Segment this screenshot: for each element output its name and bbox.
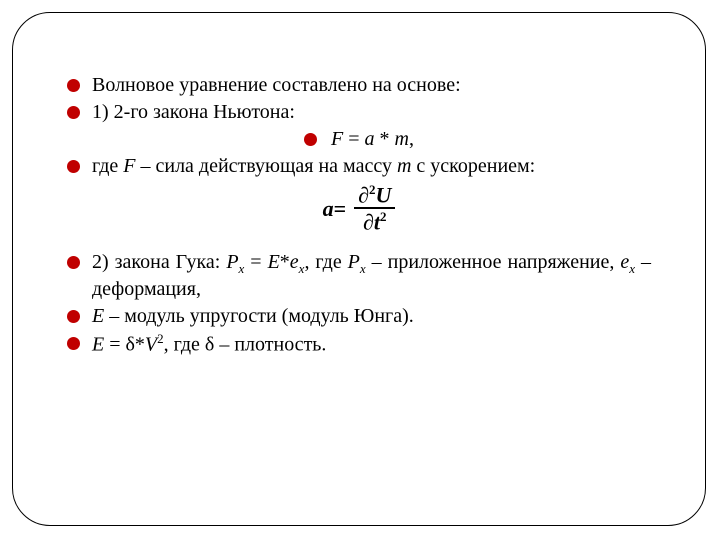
t: = δ*	[104, 334, 145, 356]
t: – приложенное напряжение,	[366, 251, 621, 273]
sym-a: a	[323, 195, 334, 223]
sym-eq: =	[334, 195, 347, 223]
sym-comma: ,	[409, 128, 414, 150]
sym-e: e	[620, 251, 629, 273]
sym-partial: ∂	[358, 182, 369, 207]
bullet-line-5: E – модуль упругости (модуль Юнга).	[67, 304, 651, 329]
sym-eq: =	[343, 128, 364, 150]
bullet-line-6: E = δ*V2, где δ – плотность.	[67, 331, 651, 358]
sym-e: e	[290, 251, 299, 273]
sym-P: P	[226, 251, 238, 273]
sym-F: F	[123, 155, 135, 177]
slide-frame: Волновое уравнение составлено на основе:…	[12, 12, 706, 526]
text-line: E – модуль упругости (модуль Юнга).	[92, 304, 651, 329]
t: – сила действующая на массу	[135, 155, 396, 177]
bullet-line-2: 1) 2-го закона Ньютона:	[67, 100, 651, 125]
t: , где δ – плотность.	[164, 334, 327, 356]
t: =	[244, 251, 267, 273]
text-line: Волновое уравнение составлено на основе:	[92, 73, 651, 98]
formula-row: a = ∂2U ∂t2	[67, 183, 651, 234]
bullet-icon	[67, 310, 80, 323]
sym-P: P	[348, 251, 360, 273]
denominator: ∂t2	[359, 210, 391, 233]
sym-m: m	[395, 128, 409, 150]
t: с ускорением:	[411, 155, 535, 177]
acceleration-formula: a = ∂2U ∂t2	[323, 183, 396, 234]
bullet-icon	[67, 106, 80, 119]
sym-E: E	[268, 251, 280, 273]
sym-E: E	[92, 305, 104, 327]
fraction: ∂2U ∂t2	[354, 183, 395, 234]
sym-E: E	[92, 334, 104, 356]
bullet-icon	[67, 160, 80, 173]
bullet-line-3: где F – сила действующая на массу m с ус…	[67, 154, 651, 179]
bullet-icon	[67, 337, 80, 350]
t: – модуль упругости (модуль Юнга).	[104, 305, 414, 327]
text-line: E = δ*V2, где δ – плотность.	[92, 331, 651, 358]
sup-2: 2	[380, 209, 387, 224]
content-area: Волновое уравнение составлено на основе:…	[67, 73, 651, 358]
numerator: ∂2U	[354, 183, 395, 206]
spacer	[67, 240, 651, 250]
bullet-line-1: Волновое уравнение составлено на основе:	[67, 73, 651, 98]
sym-a: a	[365, 128, 375, 150]
equation-1: F = a * m,	[331, 127, 414, 152]
sym-partial: ∂	[363, 210, 374, 235]
text-line: где F – сила действующая на массу m с ус…	[92, 154, 651, 179]
t: 2) закона Гука:	[92, 251, 226, 273]
bullet-icon	[67, 256, 80, 269]
equation-1-row: F = a * m,	[67, 127, 651, 152]
t: , где	[304, 251, 347, 273]
t: где	[92, 155, 123, 177]
text-line: 1) 2-го закона Ньютона:	[92, 100, 651, 125]
sym-V: V	[145, 334, 157, 356]
sym-F: F	[331, 128, 343, 150]
bullet-icon	[67, 79, 80, 92]
text-line: 2) закона Гука: Px = E*ex, где Px – прил…	[92, 250, 651, 302]
bullet-icon	[304, 133, 317, 146]
bullet-line-4: 2) закона Гука: Px = E*ex, где Px – прил…	[67, 250, 651, 302]
sym-mul: *	[375, 128, 395, 150]
t: *	[280, 251, 290, 273]
sym-U: U	[376, 182, 392, 207]
sym-m: m	[397, 155, 411, 177]
